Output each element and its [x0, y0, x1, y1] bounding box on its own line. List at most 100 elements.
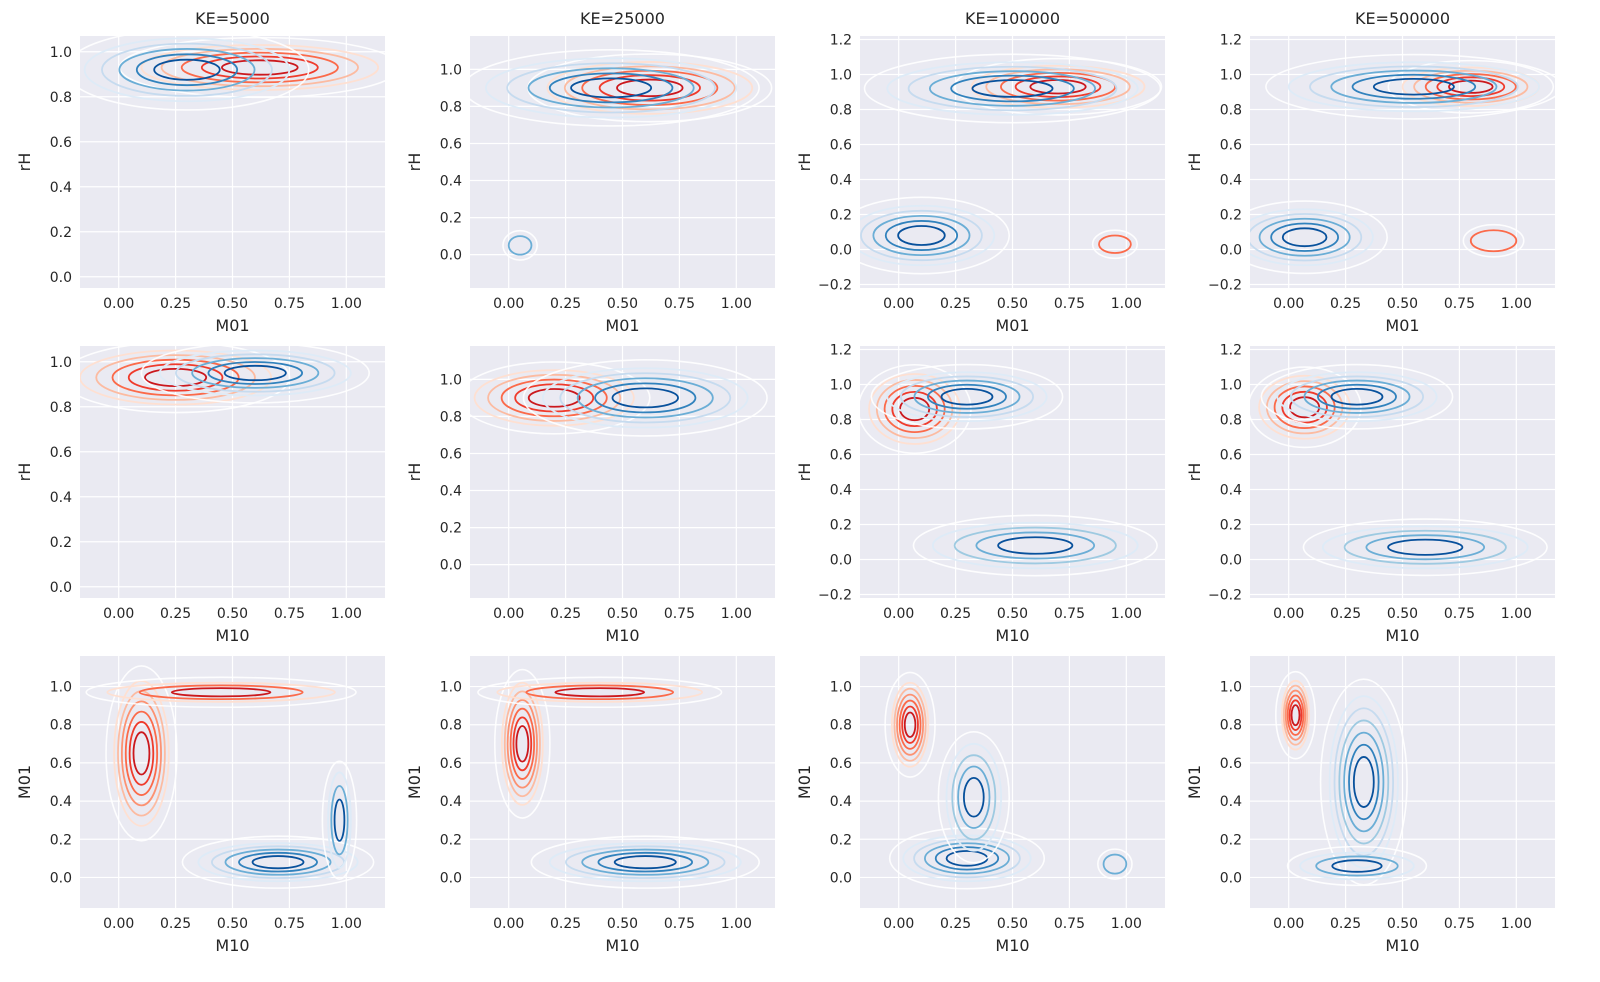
- panel-r0-c2-blues-series1-contour-0: [886, 61, 1139, 116]
- panel-r2-c0-reds-series1-outer-contour: [85, 676, 357, 709]
- panel-r2-c1-blues-series2-outer-contour: [530, 835, 760, 889]
- panel-r1-c0-ytick-label: 1.0: [50, 355, 72, 371]
- panel-r0-c2-reds-series3-outer-contour: [1091, 229, 1139, 260]
- panel-r0-c1-ytick-label: 0.6: [440, 136, 462, 152]
- panel-r1-c2-reds-series0-contour-1: [875, 379, 954, 439]
- panel-r2-c3-reds-series0-outer-contour: [1275, 670, 1317, 760]
- panel-r2-c3-blues-series1-contour-2: [1338, 719, 1390, 845]
- panel-r1-c1-xlabel: M10: [605, 626, 639, 645]
- panel-r2-c0-reds-series0-contour-4: [128, 721, 155, 786]
- panel-r1-c0-xtick-label: 1.00: [331, 606, 362, 622]
- panel-r2-c2-blues-series2-contour-1: [951, 754, 997, 841]
- panel-r0-c3: 0.00 0.25 0.50 0.75 1.00 −0.2 0.0 0.2 0.4 0.6 0.8 1…: [1185, 9, 1555, 335]
- panel-r2-c1-contours: [477, 668, 760, 889]
- panel-r2-c3-ytick-label: 0.8: [1220, 718, 1242, 734]
- panel-r1-c0-reds-series0-contour-1: [95, 354, 256, 401]
- panel-r2-c2-xtick-label: 1.00: [1111, 916, 1142, 932]
- panel-r1-c0-reds-series0-contour-3: [127, 363, 224, 392]
- panel-r2-c2-blues-series1-contour-0: [902, 834, 1032, 883]
- panel-r2-c2-blues-series2-contour-0: [945, 742, 1003, 852]
- panel-r0-c2-xtick-label: 0.75: [1054, 296, 1085, 312]
- panel-r0-c1-ytick-label: 0.8: [440, 99, 462, 115]
- panel-r0-c2-reds-series3-contour-0: [1098, 234, 1132, 254]
- panel-r0-c0-ytick-label: 1.0: [50, 45, 72, 61]
- panel-r0-c3-xtick-label: 0.25: [1330, 296, 1361, 312]
- panel-r0-c3-ylabel: rH: [1185, 153, 1204, 172]
- panel-r0-c1-ylabel: rH: [405, 153, 424, 172]
- panel-r1-c3-xtick-label: 0.75: [1444, 606, 1475, 622]
- panel-r2-c0-blues-series2-outer-contour: [181, 835, 375, 889]
- panel-r0-c1-blues-series2-outer-contour: [502, 229, 538, 261]
- panel-r0-c0-blues-series1-contour-2: [118, 48, 256, 92]
- panel-r0-c0-blues-series1-contour-0: [83, 37, 291, 103]
- panel-r1-c2-ylabel: rH: [795, 463, 814, 482]
- panel-r2-c2-ytick-label: 0.8: [830, 718, 852, 734]
- panel-r2-c1-ytick-label: 0.6: [440, 756, 462, 772]
- panel-r2-c1: 0.00 0.25 0.50 0.75 1.00 0.0 0.2 0.4 0.6 0.8 1.0 M1…: [405, 656, 775, 955]
- panel-r2-c1-reds-series0-contour-0: [500, 681, 544, 806]
- panel-r2-c0-ytick-label: 1.0: [50, 680, 72, 696]
- panel-r2-c3-blues-series1-contour-4: [1348, 743, 1380, 821]
- panel-r0-c2-ytick-label: 0.8: [830, 103, 852, 119]
- panel-r0-c2-blues-series1-outer-contour: [863, 53, 1162, 124]
- panel-r1-c2-blues-series2-contour-3: [997, 536, 1074, 555]
- panel-r0-c1-xlabel: M01: [605, 316, 639, 335]
- panel-r0-c2-blues-series2-contour-4: [897, 225, 946, 246]
- panel-r2-c0-xlabel: M10: [215, 936, 249, 955]
- panel-r0-c2-ytick-label: 0.0: [830, 243, 852, 259]
- panel-r1-c2-xtick-label: 0.75: [1054, 606, 1085, 622]
- panel-r0-c0-ytick-label: 0.8: [50, 90, 72, 106]
- panel-r2-c3-reds-series0-contour-0: [1280, 679, 1311, 751]
- panel-r0-c3-reds-series3-outer-contour: [1462, 223, 1525, 258]
- panel-r1-c2-xtick-label: 0.25: [940, 606, 971, 622]
- panel-r2-c0-xtick-label: 0.75: [274, 916, 305, 932]
- panel-r0-c3-blues-series2-contour-2: [1258, 217, 1351, 257]
- panel-r2-c1-xlabel: M10: [605, 936, 639, 955]
- panel-r2-c1-blues-series2-contour-2: [581, 848, 710, 876]
- panel-r0-c0-reds-series0-contour-4: [221, 59, 299, 76]
- panel-r0-c0-xtick-label: 0.25: [160, 296, 191, 312]
- panel-r2-c2-blues-series2-outer-contour: [937, 730, 1011, 864]
- panel-r0-c0-xtick-label: 0.75: [274, 296, 305, 312]
- panel-r0-c1-xtick-label: 0.50: [607, 296, 638, 312]
- panel-r1-c3-blues-series1-contour-4: [1330, 388, 1384, 406]
- panel-r1-c1-ytick-label: 1.0: [440, 372, 462, 388]
- panel-r2-c0-blues-series3-contour-2: [333, 798, 346, 842]
- panel-r1-c3-blues-series1-contour-2: [1303, 379, 1411, 414]
- panel-r2-c3-ylabel: M01: [1185, 765, 1204, 799]
- panel-r2-c2-reds-series0-contour-4: [901, 705, 919, 744]
- panel-r0-c1-reds-series0-contour-1: [563, 65, 736, 111]
- panel-r0-c0-ytick-label: 0.6: [50, 135, 72, 151]
- panel-r2-c2-reds-series0-contour-2: [896, 693, 925, 756]
- panel-r1-c1-ytick-label: 0.6: [440, 446, 462, 462]
- panel-r0-c1-xtick-label: 1.00: [721, 296, 752, 312]
- panel-r2-c3-ytick-label: 1.0: [1220, 680, 1242, 696]
- panel-r0-c1-reds-series0-contour-0: [546, 61, 754, 115]
- panel-r0-c1-blues-series2-contour-0: [507, 235, 533, 256]
- panel-r0-c1-xtick-label: 0.75: [664, 296, 695, 312]
- panel-r2-c1-ytick-label: 0.0: [440, 870, 462, 886]
- panel-r0-c0-blues-series1-contour-1: [101, 42, 273, 97]
- panel-r1-c1-blues-series1-contour-1: [559, 372, 732, 424]
- panel-r1-c0-xtick-label: 0.00: [103, 606, 134, 622]
- panel-r0-c2-ytick-label: 1.0: [830, 68, 852, 84]
- panel-r1-c0-ytick-label: 0.0: [50, 580, 72, 596]
- panel-r1-c1-ytick-label: 0.2: [440, 521, 462, 537]
- panel-r0-c3-xtick-label: 0.75: [1444, 296, 1475, 312]
- panel-r2-c2-reds-series0-contour-0: [890, 681, 930, 768]
- panel-r0-c0-title: KE=5000: [195, 9, 270, 28]
- panel-r0-c3-blues-series2-contour-1: [1250, 213, 1363, 262]
- panel-r1-c0-ytick-label: 0.8: [50, 400, 72, 416]
- panel-r1-c3-blues-series2-contour-2: [1365, 534, 1486, 561]
- panel-r1-c0-blues-series1-contour-4: [223, 364, 287, 382]
- panel-r1-c0-blues-series1-contour-3: [207, 361, 304, 385]
- panel-r0-c2-blues-series1-contour-2: [928, 70, 1097, 107]
- panel-r0-c1-blues-series1-contour-0: [485, 57, 738, 119]
- panel-r2-c0-blues-series2-contour-4: [251, 855, 305, 870]
- panel-r1-c3-blues-series1-contour-3: [1317, 383, 1397, 410]
- panel-r1-c1-blues-series1-contour-2: [576, 377, 714, 419]
- panel-r2-c3-reds-series0-contour-4: [1288, 699, 1303, 731]
- panel-r0-c2-xtick-label: 0.25: [940, 296, 971, 312]
- panel-r0-c0-blues-series1-contour-3: [135, 53, 239, 87]
